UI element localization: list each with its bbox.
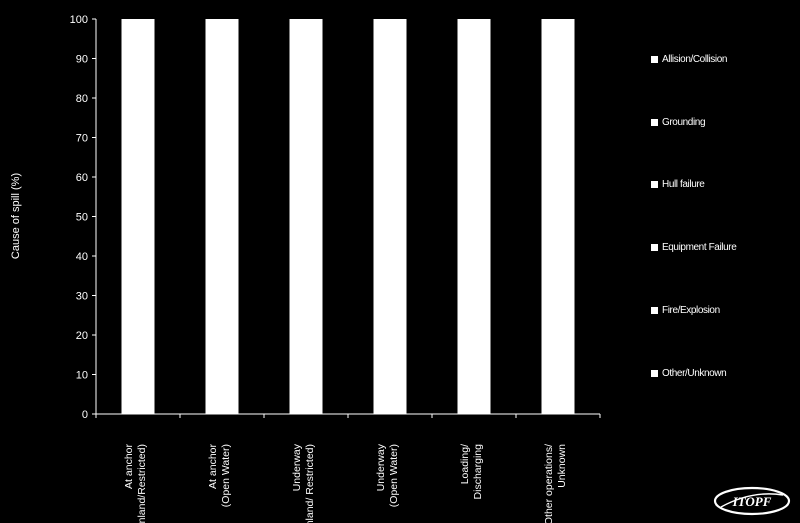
- bar-segment: [289, 19, 323, 414]
- legend-item: Other/Unknown: [651, 367, 727, 379]
- x-category-labels: At anchor(Inland/Restricted) At anchor(Op…: [123, 443, 568, 523]
- x-category-label-line: (Open Water): [388, 444, 400, 507]
- bar-segment: [541, 19, 575, 414]
- x-category-label: At anchor(Open Water): [207, 444, 232, 508]
- x-category-label-line: Unknown: [556, 444, 568, 488]
- x-category-label: Underway(Open Water): [375, 443, 400, 507]
- axes-layer: [95, 19, 601, 418]
- logo-text: ITOPF: [732, 494, 772, 509]
- x-category-label: At anchor(Inland/Restricted): [123, 444, 148, 523]
- x-category-label-line: At anchor: [123, 444, 135, 489]
- x-category-label-line: Loading/: [459, 444, 471, 484]
- legend-label: Equipment Failure: [662, 242, 737, 254]
- y-axis-title: Cause of spill (%): [10, 173, 22, 259]
- itopf-logo: ITOPF: [713, 486, 791, 521]
- legend-label: Fire/Explosion: [662, 304, 720, 316]
- legend-swatch: [651, 56, 658, 63]
- x-category-label-line: Other operations/: [543, 444, 555, 523]
- y-tick-label: 100: [70, 14, 88, 26]
- legend-swatch: [651, 181, 658, 189]
- y-tick-label: 10: [76, 370, 88, 382]
- y-tick-label: 50: [76, 212, 88, 224]
- bar-segment: [457, 19, 491, 414]
- legend-item: Allision/Collision: [651, 54, 727, 65]
- x-category-label-line: Underway: [375, 443, 387, 491]
- x-category-label-line: (Open Water): [220, 444, 232, 507]
- y-tick-labels: 0 10 20 30 40 50 60 70 80 90 100: [70, 14, 96, 421]
- y-tick-label: 40: [76, 251, 88, 263]
- bar-segment: [205, 19, 239, 414]
- legend-item: Hull failure: [651, 179, 705, 191]
- y-tick-label: 20: [76, 330, 88, 342]
- y-tick-label: 70: [76, 133, 88, 145]
- legend-swatch: [651, 306, 658, 314]
- x-category-label-line: Discharging: [472, 444, 484, 500]
- legend-label: Allision/Collision: [662, 54, 728, 65]
- legend-label: Other/Unknown: [662, 367, 727, 379]
- legend-item: Fire/Explosion: [651, 305, 720, 316]
- bar-segment: [121, 19, 155, 414]
- x-category-label-line: (Inland/ Restricted): [304, 444, 316, 523]
- y-tick-label: 30: [76, 291, 88, 303]
- legend-label: Grounding: [662, 116, 706, 128]
- y-tick-label: 60: [76, 172, 88, 184]
- x-category-label-line: (Inland/Restricted): [136, 444, 148, 523]
- y-tick-label: 0: [82, 409, 88, 421]
- y-tick-label: 90: [76, 54, 88, 66]
- bar-segment: [373, 19, 407, 414]
- y-tick-label: 80: [76, 93, 88, 105]
- legend-label: Hull failure: [662, 179, 705, 191]
- legend-item: Grounding: [651, 116, 706, 128]
- legend-item: Equipment Failure: [651, 242, 737, 254]
- legend-swatch: [651, 244, 658, 252]
- legend-swatch: [651, 118, 658, 126]
- bars-layer: [121, 19, 575, 414]
- x-category-label: Other operations/Unknown: [543, 444, 568, 523]
- x-category-label-line: At anchor: [207, 444, 219, 489]
- x-category-label: Underway(Inland/ Restricted): [291, 443, 316, 523]
- legend-swatch: [651, 369, 658, 377]
- x-category-label-line: Underway: [291, 443, 303, 491]
- x-category-label: Loading/Discharging: [459, 444, 484, 500]
